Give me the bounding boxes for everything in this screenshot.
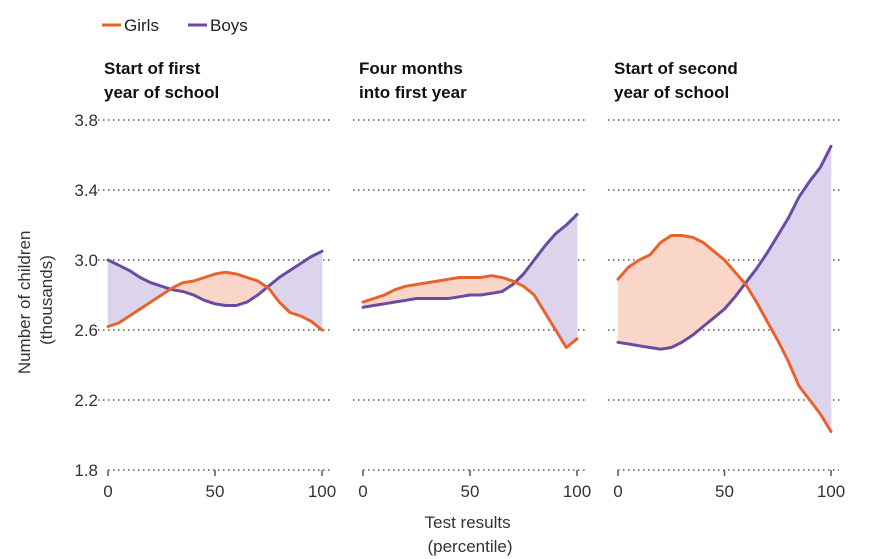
series-line-girls [106,270,324,332]
difference-band [225,271,237,306]
x-axis-label-line-2: (percentile) [427,537,512,556]
panel-title-line: year of school [614,83,729,102]
difference-band [798,180,811,401]
x-tick-label: 0 [613,482,622,501]
legend: Girls Boys [102,16,248,35]
series-line-girls [616,234,833,433]
x-tick-label: 0 [358,482,367,501]
series-line-girls [361,274,579,349]
difference-band [702,241,715,328]
panel-title: Start of first year of school [104,59,219,102]
x-tick-label: 50 [461,482,480,501]
difference-band [713,250,725,319]
difference-band [788,196,800,387]
y-tick-label: 3.4 [74,181,98,200]
y-tick-label: 2.2 [74,391,98,410]
difference-band [555,224,567,349]
x-tick-label: 100 [308,482,336,501]
panel-title: Start of second year of school [614,59,738,102]
difference-band [777,216,789,362]
x-axis-label-line-1: Test results [425,513,511,532]
series-line-boys [616,144,833,351]
panel-2: Four months into first year 0 50 100 [353,59,591,501]
legend-girls-label: Girls [124,16,159,35]
difference-band [289,262,301,317]
difference-band [628,259,640,347]
x-tick-label: 50 [206,482,225,501]
panel-title-line: Start of second [614,59,738,78]
x-tick-label: 0 [103,482,112,501]
x-tick-label: 100 [817,482,845,501]
difference-band [236,273,248,306]
difference-band [118,264,130,324]
difference-band [809,166,821,415]
panel-title-line: Four months [359,59,463,78]
legend-boys-label: Boys [210,16,248,35]
y-tick-label: 1.8 [74,461,98,480]
difference-band [820,146,832,433]
difference-band [565,213,578,349]
y-axis-label-line-1: Number of children [15,231,34,375]
y-axis-label: Number of children (thousands) [15,226,56,374]
x-tick-label: 50 [715,482,734,501]
difference-band [214,271,226,306]
y-axis-label-line-2: (thousands) [37,255,56,345]
y-axis: 1.8 2.2 2.6 3.0 3.4 3.8 [74,111,98,480]
difference-band [660,234,672,350]
panel-title-line: year of school [104,83,219,102]
panel-title: Four months into first year [359,59,467,102]
difference-band [638,254,651,348]
series-line-boys [361,213,579,309]
x-axis-label: Test results (percentile) [425,513,516,556]
difference-band [649,241,661,350]
panel-3: Start of second year of school 0 50 100 [608,59,845,501]
panel-title-line: Start of first [104,59,201,78]
y-tick-label: 3.0 [74,251,98,270]
difference-band [692,236,704,336]
difference-band [681,235,693,343]
difference-band [310,250,323,331]
y-tick-label: 3.8 [74,111,98,130]
difference-band [670,235,683,348]
panel-title-line: into first year [359,83,467,102]
difference-band [448,277,460,299]
panel-1: Start of first year of school 0 50 100 [98,59,336,501]
difference-band [300,255,312,322]
difference-band [107,259,119,327]
series-line-boys [106,249,324,307]
difference-band [469,277,482,296]
x-tick-label: 100 [563,482,591,501]
y-tick-label: 2.6 [74,321,98,340]
